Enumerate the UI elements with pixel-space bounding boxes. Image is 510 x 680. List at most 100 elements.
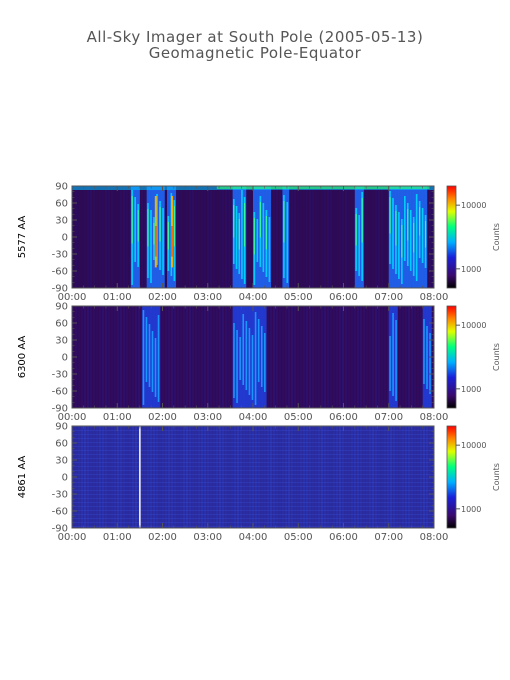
aurora-streak — [415, 194, 418, 281]
panel-texture — [273, 306, 275, 408]
x-tick-label: 04:00 — [239, 412, 268, 423]
aurora-streak — [358, 215, 360, 276]
aurora-band-glow — [253, 186, 272, 288]
panel-texture — [99, 306, 101, 408]
panel-texture — [354, 426, 356, 528]
colorbar-tick-label: 1000 — [461, 265, 481, 274]
aurora-streak — [421, 208, 424, 263]
panel-texture — [291, 306, 293, 408]
panel-texture — [414, 306, 416, 408]
panel-texture — [216, 306, 218, 408]
aurora-streak — [254, 312, 257, 405]
panel-texture — [222, 306, 224, 408]
panel-texture — [225, 186, 227, 288]
aurora-band — [232, 306, 267, 408]
panel-texture — [333, 306, 335, 408]
aurora-streak — [283, 201, 285, 243]
panel-texture — [345, 306, 347, 408]
panel-texture — [198, 306, 200, 408]
panel-texture — [333, 186, 335, 288]
y-tick-label: 0 — [62, 233, 68, 244]
aurora-streak — [173, 206, 175, 247]
panel-texture — [324, 186, 326, 288]
panel-texture — [363, 306, 365, 408]
panel-texture — [72, 506, 434, 507]
panel-texture — [108, 306, 110, 408]
panel-texture — [342, 306, 344, 408]
panel-texture — [108, 426, 110, 528]
panel-texture — [330, 426, 332, 528]
panel-texture — [225, 426, 227, 528]
panel-texture — [279, 306, 281, 408]
panel-texture — [111, 186, 113, 288]
panel-texture — [402, 306, 404, 408]
panel-texture — [303, 426, 305, 528]
panel-texture — [408, 306, 410, 408]
panel-texture — [165, 306, 167, 408]
panel-texture — [351, 426, 353, 528]
panel-texture — [162, 426, 164, 528]
panel-texture — [405, 306, 407, 408]
panel-texture — [114, 186, 116, 288]
y-tick-label: -30 — [52, 250, 68, 261]
panel-texture — [309, 426, 311, 528]
panel-texture — [330, 186, 332, 288]
panel-texture — [282, 426, 284, 528]
aurora-streak — [241, 190, 243, 279]
panel-texture — [81, 186, 83, 288]
panel-texture — [300, 186, 302, 288]
panel-texture — [72, 502, 434, 503]
aurora-streak — [398, 212, 400, 279]
panel-texture — [267, 426, 269, 528]
panel-texture — [411, 426, 413, 528]
panel-texture — [108, 186, 110, 288]
x-tick-label: 05:00 — [284, 292, 313, 303]
panel-texture — [360, 306, 362, 408]
aurora-band — [388, 306, 398, 408]
panel-texture — [90, 306, 92, 408]
aurora-band — [130, 186, 140, 288]
panel-texture — [219, 306, 221, 408]
aurora-streak — [268, 217, 271, 282]
panel-texture — [399, 306, 401, 408]
panel-texture — [249, 426, 251, 528]
panel-texture — [276, 306, 278, 408]
panel-texture — [135, 426, 137, 528]
panel-texture — [285, 426, 287, 528]
panel-texture — [117, 426, 119, 528]
colorbar-label: Counts — [492, 223, 501, 251]
panel-texture — [339, 426, 341, 528]
panel-texture — [192, 426, 194, 528]
panel-texture — [102, 426, 104, 528]
panel-texture — [333, 426, 335, 528]
x-tick-label: 02:00 — [148, 532, 177, 543]
panel-texture — [207, 186, 209, 288]
y-tick-label: -60 — [52, 387, 68, 398]
aurora-streak — [251, 335, 254, 400]
aurora-streak — [239, 337, 241, 380]
panel-texture — [111, 306, 113, 408]
aurora-streak — [264, 333, 266, 392]
aurora-streak — [401, 225, 403, 258]
panel-texture — [189, 186, 191, 288]
panel-texture — [144, 426, 146, 528]
y-tick-label: -90 — [52, 524, 68, 535]
panel-texture — [180, 426, 182, 528]
panel-texture — [327, 306, 329, 408]
panel-texture — [360, 426, 362, 528]
x-tick-label: 06:00 — [329, 412, 358, 423]
panel-texture — [129, 186, 131, 288]
panel-texture — [72, 522, 434, 523]
colorbar-label: Counts — [492, 343, 501, 371]
x-tick-label: 02:00 — [148, 412, 177, 423]
panel-texture — [261, 426, 263, 528]
x-tick-label: 06:00 — [329, 292, 358, 303]
panel-texture — [204, 426, 206, 528]
x-tick-label: 00:00 — [58, 532, 87, 543]
panel-texture — [270, 426, 272, 528]
panel-texture — [321, 426, 323, 528]
panel-texture — [225, 306, 227, 408]
panel-texture — [384, 426, 386, 528]
panel-texture — [177, 186, 179, 288]
